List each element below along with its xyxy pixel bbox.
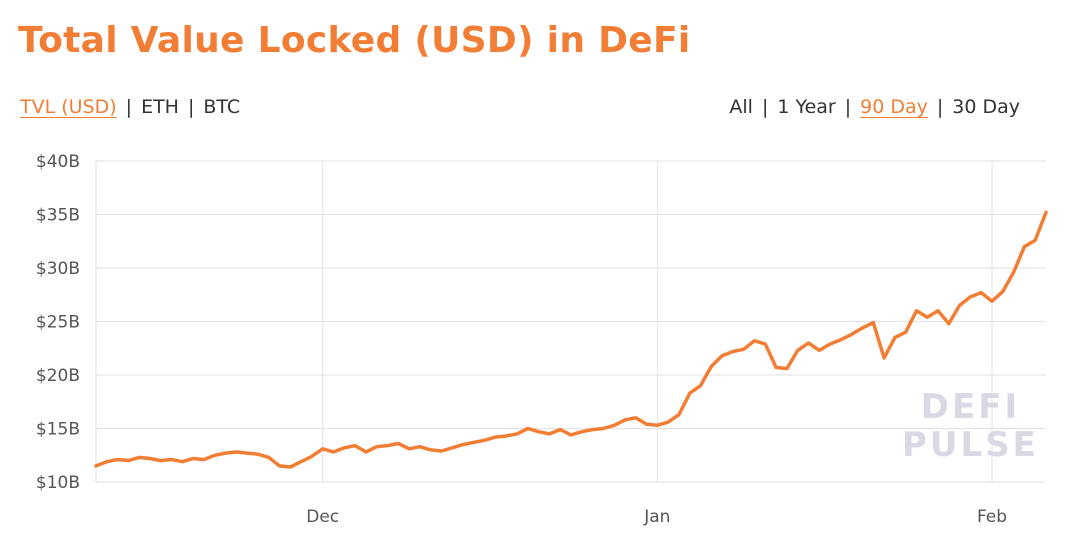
x-tick-label: Feb: [977, 507, 1007, 527]
tab-separator: |: [936, 96, 944, 118]
tab-tvl-usd[interactable]: TVL (USD): [20, 96, 117, 118]
tab-90-day[interactable]: 90 Day: [860, 96, 928, 118]
y-tick-label: $35B: [36, 206, 80, 226]
tab-eth[interactable]: ETH: [141, 96, 179, 118]
watermark-line-1: DEFI: [920, 387, 1021, 427]
tab-btc[interactable]: BTC: [203, 96, 241, 118]
tab-separator: |: [187, 96, 195, 118]
tab-separator: |: [761, 96, 769, 118]
x-tick-label: Jan: [643, 507, 670, 527]
y-tick-label: $10B: [36, 473, 80, 493]
watermark-line-2: PULSE: [902, 425, 1039, 465]
metric-tabs: TVL (USD) | ETH | BTC: [20, 96, 240, 118]
y-tick-label: $15B: [36, 420, 80, 440]
tab-30-day[interactable]: 30 Day: [952, 96, 1020, 118]
y-tick-label: $20B: [36, 366, 80, 386]
tab-separator: |: [844, 96, 852, 118]
tab-all[interactable]: All: [729, 96, 753, 118]
defi-pulse-watermark: DEFI PULSE: [902, 388, 1039, 464]
tab-1-year[interactable]: 1 Year: [777, 96, 836, 118]
y-tick-label: $40B: [36, 152, 80, 172]
y-tick-label: $30B: [36, 259, 80, 279]
y-tick-label: $25B: [36, 313, 80, 333]
x-tick-label: Dec: [306, 507, 339, 527]
series-line: [94, 210, 1048, 469]
range-tabs: All | 1 Year | 90 Day | 30 Day: [729, 96, 1020, 118]
tab-separator: |: [125, 96, 133, 118]
page-title: Total Value Locked (USD) in DeFi: [18, 20, 691, 61]
